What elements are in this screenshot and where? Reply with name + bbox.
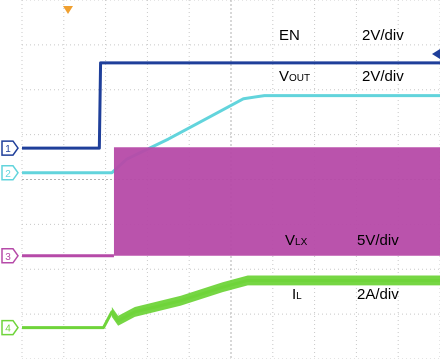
label-en-name: EN [279,27,300,44]
channel-marker-4 [1,319,19,336]
label-vout-sub: OUT [289,73,311,84]
trace-il [22,278,440,330]
channel-marker-4-label: 4 [5,324,11,335]
channel-marker-1-label: 1 [5,144,11,155]
label-vlx: VLX [285,232,307,249]
trigger-marker [63,6,440,59]
label-il-main: I [292,286,297,303]
channel-markers: 1 2 3 4 [1,140,19,336]
label-il-scale: 2A/div [357,286,399,303]
trace-vlx-band [113,147,440,256]
trigger-position-icon [63,6,73,14]
channel-marker-2-label: 2 [5,169,11,180]
trigger-level-icon [432,49,440,59]
channel-marker-2 [1,165,19,181]
label-vout-main: V [279,68,290,85]
label-vout: VOUT [279,68,310,85]
label-il-sub: L [296,291,302,302]
label-vlx-main: V [285,232,296,249]
channel-marker-1 [1,140,19,156]
label-vlx-sub: LX [295,237,308,248]
label-en-scale: 2V/div [362,27,404,44]
label-vlx-scale: 5V/div [357,232,399,249]
channel-marker-3 [1,248,19,264]
channel-marker-3-label: 3 [5,252,11,263]
label-il: IL [292,286,302,303]
label-en: EN [279,27,300,44]
label-vout-scale: 2V/div [362,68,404,85]
trace-en [22,61,440,150]
traces [22,61,440,330]
